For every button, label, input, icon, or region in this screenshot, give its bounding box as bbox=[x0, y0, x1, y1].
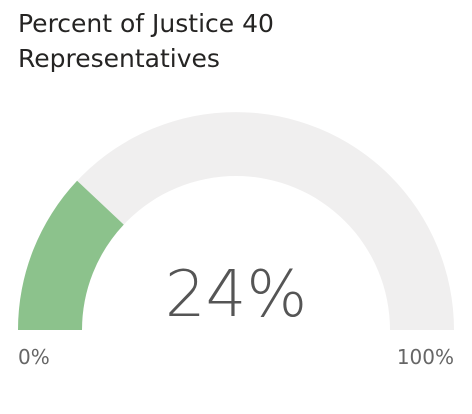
gauge-track bbox=[18, 112, 454, 330]
tick-label: 0% bbox=[18, 345, 50, 369]
chart-title: Percent of Justice 40 Representatives bbox=[18, 9, 274, 73]
value-label: 24% bbox=[165, 258, 307, 332]
tick-label: 100% bbox=[397, 345, 454, 369]
gauge-value bbox=[18, 180, 124, 330]
